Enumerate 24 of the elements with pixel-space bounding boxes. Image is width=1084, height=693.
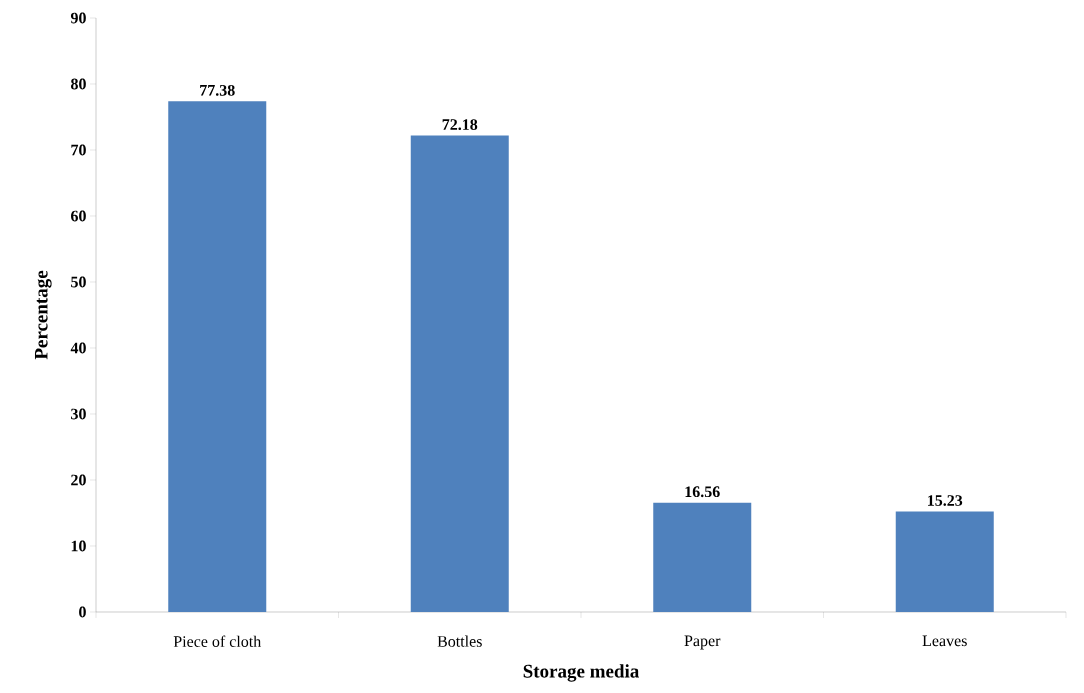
y-tick-label: 10 — [71, 540, 86, 552]
y-tick-label: 50 — [71, 276, 86, 288]
data-label: 15.23 — [928, 495, 963, 506]
y-tick-label: 40 — [70, 342, 86, 354]
bar — [653, 502, 752, 612]
x-tick-label: Paper — [684, 635, 721, 650]
data-label: 77.38 — [200, 84, 235, 96]
y-tick-label: 30 — [71, 408, 86, 420]
bar — [895, 511, 994, 612]
x-tick-label: Leaves — [922, 635, 967, 647]
bar — [410, 135, 509, 612]
data-label: 72.18 — [442, 119, 478, 131]
y-axis-title: Percentage — [34, 270, 52, 360]
x-tick-label: Bottles — [437, 635, 482, 647]
y-tick-label: 90 — [70, 12, 86, 24]
y-tick-label: 0 — [79, 606, 86, 618]
data-label: 16.56 — [685, 486, 720, 498]
y-tick-label: 60 — [71, 210, 86, 222]
y-tick-label: 70 — [71, 144, 86, 156]
y-tick-label: 20 — [71, 474, 86, 486]
x-tick-label: Piece of cloth — [173, 635, 262, 647]
y-tick-label: 80 — [71, 78, 86, 90]
bar — [168, 101, 267, 612]
x-axis-title: Storage media — [523, 664, 639, 682]
